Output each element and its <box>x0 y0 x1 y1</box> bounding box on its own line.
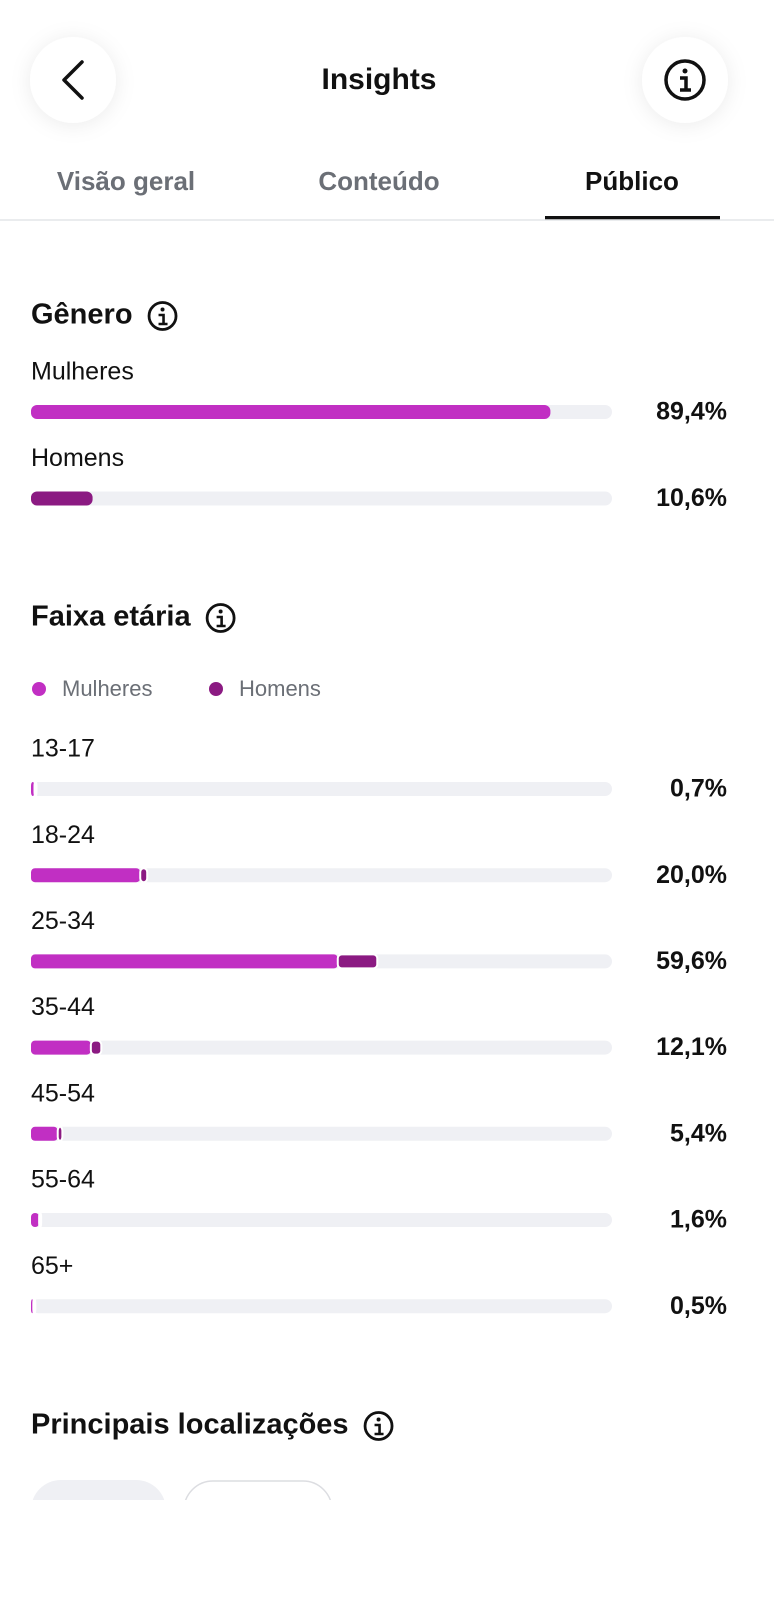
bar-segment <box>31 954 338 969</box>
value-label: 89,4% <box>656 398 727 426</box>
bar-label: 18-24 <box>31 821 95 849</box>
value-label: 0,5% <box>670 1292 727 1320</box>
section-title: Faixa etária <box>31 601 191 633</box>
bar-track <box>31 1126 612 1141</box>
bar-segment <box>38 1212 43 1228</box>
info-icon[interactable] <box>363 1411 394 1441</box>
legend-label[interactable]: Mulheres <box>62 676 152 701</box>
bar-label: 45-54 <box>31 1079 95 1107</box>
bar-label: Homens <box>31 444 124 472</box>
bar-label: 65+ <box>31 1252 73 1280</box>
section-title: Principais localizações <box>31 1409 349 1441</box>
content: Gênero Mulheres 89,4% Homens 10,6% Faixa etár… <box>31 299 727 1441</box>
icon <box>376 1417 381 1422</box>
value-label: 10,6% <box>656 484 727 512</box>
bar <box>31 405 551 419</box>
icon <box>216 615 226 628</box>
bar-segment <box>31 1126 58 1141</box>
bar-segment <box>32 1298 37 1315</box>
bar-segment <box>31 1040 91 1055</box>
info-button[interactable] <box>642 37 728 123</box>
info-icon[interactable] <box>147 301 178 331</box>
bar-segment <box>56 1125 64 1142</box>
bar-segment <box>31 868 141 883</box>
icon <box>147 301 178 331</box>
value-label: 5,4% <box>670 1119 727 1147</box>
value-label: 59,6% <box>656 947 727 975</box>
chip[interactable] <box>184 1480 332 1539</box>
bar-segment <box>33 781 38 797</box>
value-label: 0,7% <box>670 775 727 803</box>
bar-label: Mulheres <box>31 358 134 386</box>
bar-track <box>31 868 612 883</box>
info-icon[interactable] <box>205 603 236 633</box>
value-label: 12,1% <box>656 1033 727 1061</box>
icon <box>218 609 223 614</box>
bar-track <box>31 782 612 796</box>
icon <box>363 1411 394 1441</box>
chip[interactable] <box>31 1480 166 1540</box>
bar-label: 25-34 <box>31 907 95 935</box>
bar-track <box>31 491 612 506</box>
legend-dot <box>209 682 223 696</box>
tab[interactable]: Público <box>585 166 679 196</box>
page-title: Insights <box>321 63 436 96</box>
bar-label: 35-44 <box>31 993 95 1021</box>
bar-track <box>31 1299 612 1314</box>
section-title: Gênero <box>31 299 133 331</box>
icon <box>158 313 168 326</box>
legend-label[interactable]: Homens <box>239 676 321 701</box>
value-label: 20,0% <box>656 861 727 889</box>
icon <box>374 1423 384 1436</box>
tab[interactable]: Conteúdo <box>318 166 439 196</box>
bar-segment <box>139 867 149 884</box>
icon <box>160 307 165 312</box>
bar-segment <box>31 1213 40 1227</box>
bar-label: 55-64 <box>31 1166 95 1194</box>
tab-bar: Visão geral Conteúdo Público <box>57 166 720 220</box>
back-button[interactable] <box>30 37 116 123</box>
tab[interactable]: Visão geral <box>57 166 195 196</box>
bar-track <box>31 1040 612 1055</box>
value-label: 1,6% <box>670 1206 727 1234</box>
bar-track <box>31 1213 612 1227</box>
tab-indicator <box>545 216 720 220</box>
bar-segment <box>336 953 379 970</box>
bar <box>31 491 93 506</box>
location-chips <box>31 1480 332 1540</box>
legend-dot <box>32 682 46 696</box>
icon <box>205 603 236 633</box>
bar-label: 13-17 <box>31 735 95 763</box>
bar-segment <box>89 1039 103 1056</box>
